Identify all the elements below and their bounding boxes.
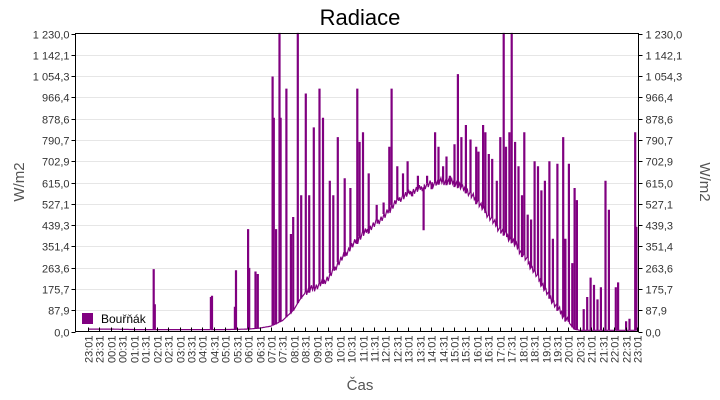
y-tick-label: 439,3 xyxy=(646,221,674,233)
x-tick-label: 23:31 xyxy=(95,336,107,364)
y-tick-label: 263,6 xyxy=(646,264,674,276)
x-tick-label: 20:01 xyxy=(564,336,576,364)
x-tick-label: 10:31 xyxy=(347,336,359,364)
x-tick-label: 21:01 xyxy=(587,336,599,364)
x-tick-label: 17:31 xyxy=(507,336,519,364)
y-tick-label: 439,3 xyxy=(42,221,70,233)
x-tick-label: 13:01 xyxy=(404,336,416,364)
y-tick-label: 878,6 xyxy=(42,115,70,127)
x-tick-label: 04:01 xyxy=(198,336,210,364)
x-axis-label: Čas xyxy=(347,377,374,394)
y-tick-label: 0,0 xyxy=(646,328,661,340)
x-tick-label: 22:01 xyxy=(610,336,622,364)
x-tick-label: 21:31 xyxy=(599,336,611,364)
x-tick-label: 18:01 xyxy=(519,336,531,364)
y-axis-right: 0,0 87,9 175,7 263,6 351,4 439,3 527,1 615,0 702… xyxy=(638,30,683,340)
legend-swatch-icon xyxy=(82,313,93,324)
x-tick-label: 10:01 xyxy=(336,336,348,364)
y-axis-left: 0,0 87,9 175,7 263,6 351,4 439,3 527,1 615,0 702… xyxy=(33,30,76,340)
y-tick-label: 615,0 xyxy=(42,179,70,191)
chart-title: Radiace xyxy=(320,5,401,30)
x-tick-label: 00:01 xyxy=(107,336,119,364)
x-tick-label: 22:31 xyxy=(622,336,634,364)
y-tick-label: 1 230,0 xyxy=(646,30,683,42)
x-tick-label: 06:31 xyxy=(256,336,268,364)
x-tick-label: 12:31 xyxy=(393,336,405,364)
y-tick-label: 351,4 xyxy=(646,242,674,254)
x-tick-label: 11:01 xyxy=(359,336,371,363)
x-tick-label: 02:31 xyxy=(164,336,176,364)
y-tick-label: 175,7 xyxy=(42,285,70,297)
x-tick-label: 16:01 xyxy=(473,336,485,364)
x-tick-label: 08:31 xyxy=(301,336,313,364)
y-tick-label: 0,0 xyxy=(54,328,69,340)
y-tick-label: 351,4 xyxy=(42,242,70,254)
y-tick-label: 702,9 xyxy=(646,157,674,169)
x-tick-label: 05:31 xyxy=(233,336,245,364)
x-tick-label: 01:31 xyxy=(141,336,153,364)
legend: Bouřňák xyxy=(82,312,147,326)
data-series xyxy=(88,32,638,331)
y-tick-label: 1 054,3 xyxy=(33,72,70,84)
x-tick-label: 14:01 xyxy=(427,336,439,364)
x-tick-label: 04:31 xyxy=(210,336,222,364)
y-tick-label: 702,9 xyxy=(42,157,70,169)
x-tick-label: 13:31 xyxy=(416,336,428,364)
x-tick-label: 03:31 xyxy=(187,336,199,364)
y-tick-label: 1 230,0 xyxy=(33,30,70,42)
x-tick-label: 19:31 xyxy=(553,336,565,364)
y-tick-label: 1 142,1 xyxy=(33,51,70,63)
x-tick-label: 15:31 xyxy=(461,336,473,364)
x-tick-label: 08:01 xyxy=(290,336,302,364)
x-tick-label: 05:01 xyxy=(221,336,233,364)
x-tick-label: 20:31 xyxy=(576,336,588,364)
y-tick-label: 175,7 xyxy=(646,285,674,297)
x-tick-label: 19:01 xyxy=(542,336,554,364)
legend-label: Bouřňák xyxy=(101,312,147,326)
series-line-bournak xyxy=(88,32,638,331)
x-tick-label: 09:01 xyxy=(313,336,325,364)
x-tick-label: 16:31 xyxy=(484,336,496,364)
plot-area xyxy=(75,33,639,332)
x-tick-label: 12:01 xyxy=(381,336,393,364)
y-tick-label: 527,1 xyxy=(42,200,70,212)
x-tick-label: 17:01 xyxy=(496,336,508,364)
y-tick-label: 87,9 xyxy=(646,306,667,318)
x-tick-label: 06:01 xyxy=(244,336,256,364)
y-tick-label: 1 142,1 xyxy=(646,51,683,63)
x-tick-label: 09:31 xyxy=(324,336,336,364)
y-tick-label: 790,7 xyxy=(646,136,674,148)
x-tick-label: 11:31 xyxy=(370,336,382,363)
x-tick-label: 18:31 xyxy=(530,336,542,364)
y-tick-label: 966,4 xyxy=(646,93,674,105)
y-axis-label-left: W/m2 xyxy=(11,162,28,201)
x-tick-label: 03:01 xyxy=(176,336,188,364)
x-tick-label: 07:31 xyxy=(278,336,290,364)
y-tick-label: 878,6 xyxy=(646,115,674,127)
x-tick-label: 00:31 xyxy=(118,336,130,364)
x-tick-label: 14:31 xyxy=(439,336,451,364)
x-tick-label: 07:01 xyxy=(267,336,279,364)
y-tick-label: 263,6 xyxy=(42,264,70,276)
x-tick-label: 15:01 xyxy=(450,336,462,364)
y-axis-label-right: W/m2 xyxy=(696,162,713,201)
x-tick-label: 23:01 xyxy=(84,336,96,364)
x-tick-label: 01:01 xyxy=(130,336,142,364)
y-tick-label: 790,7 xyxy=(42,136,70,148)
x-tick-label: 02:01 xyxy=(153,336,165,364)
y-tick-label: 1 054,3 xyxy=(646,72,683,84)
y-tick-label: 527,1 xyxy=(646,200,674,212)
y-tick-label: 87,9 xyxy=(48,306,69,318)
x-tick-label: 23:01 xyxy=(633,336,645,364)
x-axis: 23:01 23:31 00:01 00:31 01:01 01:31 02:01 02:31… xyxy=(84,327,645,364)
y-tick-label: 966,4 xyxy=(42,93,70,105)
y-tick-label: 615,0 xyxy=(646,179,674,191)
